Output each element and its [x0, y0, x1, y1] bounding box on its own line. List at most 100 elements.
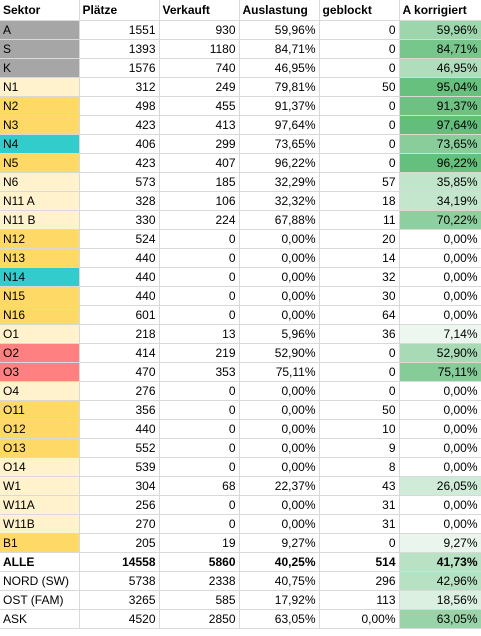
cell-plaetze[interactable]: 4520 — [79, 609, 160, 629]
cell-verkauft[interactable]: 0 — [159, 305, 240, 325]
cell-plaetze[interactable]: 14558 — [79, 552, 160, 572]
cell-sektor[interactable]: W11A — [0, 495, 80, 515]
cell-a-korrigiert[interactable]: 0,00% — [399, 457, 481, 477]
cell-plaetze[interactable]: 356 — [79, 400, 160, 420]
cell-sektor[interactable]: W1 — [0, 476, 80, 496]
cell-geblockt[interactable]: 0,00% — [319, 609, 400, 629]
cell-plaetze[interactable]: 406 — [79, 134, 160, 154]
cell-verkauft[interactable]: 249 — [159, 77, 240, 97]
cell-plaetze[interactable]: 552 — [79, 438, 160, 458]
cell-verkauft[interactable]: 13 — [159, 324, 240, 344]
cell-geblockt[interactable]: 0 — [319, 115, 400, 135]
cell-auslastung[interactable]: 91,37% — [239, 96, 320, 116]
cell-sektor[interactable]: N4 — [0, 134, 80, 154]
cell-plaetze[interactable]: 312 — [79, 77, 160, 97]
cell-sektor[interactable]: N6 — [0, 172, 80, 192]
cell-a-korrigiert[interactable]: 96,22% — [399, 153, 481, 173]
cell-sektor[interactable]: N2 — [0, 96, 80, 116]
cell-a-korrigiert[interactable]: 52,90% — [399, 343, 481, 363]
cell-verkauft[interactable]: 0 — [159, 419, 240, 439]
cell-verkauft[interactable]: 0 — [159, 457, 240, 477]
cell-a-korrigiert[interactable]: 35,85% — [399, 172, 481, 192]
header-cell-a-korrigiert[interactable]: A korrigiert — [399, 0, 481, 21]
cell-auslastung[interactable]: 0,00% — [239, 438, 320, 458]
cell-plaetze[interactable]: 539 — [79, 457, 160, 477]
cell-sektor[interactable]: O14 — [0, 457, 80, 477]
cell-geblockt[interactable]: 113 — [319, 590, 400, 610]
cell-verkauft[interactable]: 0 — [159, 438, 240, 458]
cell-plaetze[interactable]: 524 — [79, 229, 160, 249]
cell-auslastung[interactable]: 40,25% — [239, 552, 320, 572]
cell-auslastung[interactable]: 46,95% — [239, 58, 320, 78]
cell-a-korrigiert[interactable]: 0,00% — [399, 305, 481, 325]
cell-plaetze[interactable]: 440 — [79, 286, 160, 306]
cell-auslastung[interactable]: 0,00% — [239, 400, 320, 420]
cell-auslastung[interactable]: 0,00% — [239, 305, 320, 325]
cell-geblockt[interactable]: 514 — [319, 552, 400, 572]
cell-geblockt[interactable]: 0 — [319, 153, 400, 173]
cell-geblockt[interactable]: 50 — [319, 77, 400, 97]
cell-a-korrigiert[interactable]: 0,00% — [399, 267, 481, 287]
cell-verkauft[interactable]: 0 — [159, 514, 240, 534]
cell-geblockt[interactable]: 10 — [319, 419, 400, 439]
cell-geblockt[interactable]: 43 — [319, 476, 400, 496]
cell-plaetze[interactable]: 440 — [79, 267, 160, 287]
cell-a-korrigiert[interactable]: 41,73% — [399, 552, 481, 572]
cell-a-korrigiert[interactable]: 91,37% — [399, 96, 481, 116]
cell-verkauft[interactable]: 0 — [159, 495, 240, 515]
cell-verkauft[interactable]: 0 — [159, 248, 240, 268]
cell-a-korrigiert[interactable]: 63,05% — [399, 609, 481, 629]
cell-sektor[interactable]: O11 — [0, 400, 80, 420]
cell-geblockt[interactable]: 0 — [319, 381, 400, 401]
cell-a-korrigiert[interactable]: 0,00% — [399, 248, 481, 268]
cell-a-korrigiert[interactable]: 46,95% — [399, 58, 481, 78]
cell-auslastung[interactable]: 0,00% — [239, 381, 320, 401]
cell-geblockt[interactable]: 9 — [319, 438, 400, 458]
cell-sektor[interactable]: W11B — [0, 514, 80, 534]
cell-sektor[interactable]: N11 B — [0, 210, 80, 230]
cell-sektor[interactable]: N16 — [0, 305, 80, 325]
cell-verkauft[interactable]: 407 — [159, 153, 240, 173]
header-cell-sektor[interactable]: Sektor — [0, 0, 80, 21]
cell-plaetze[interactable]: 440 — [79, 419, 160, 439]
cell-a-korrigiert[interactable]: 0,00% — [399, 514, 481, 534]
cell-geblockt[interactable]: 0 — [319, 39, 400, 59]
cell-auslastung[interactable]: 0,00% — [239, 248, 320, 268]
cell-auslastung[interactable]: 84,71% — [239, 39, 320, 59]
cell-verkauft[interactable]: 585 — [159, 590, 240, 610]
cell-a-korrigiert[interactable]: 9,27% — [399, 533, 481, 553]
cell-verkauft[interactable]: 68 — [159, 476, 240, 496]
cell-geblockt[interactable]: 296 — [319, 571, 400, 591]
cell-auslastung[interactable]: 0,00% — [239, 457, 320, 477]
cell-sektor[interactable]: A — [0, 20, 80, 40]
cell-geblockt[interactable]: 8 — [319, 457, 400, 477]
cell-sektor[interactable]: N12 — [0, 229, 80, 249]
cell-auslastung[interactable]: 0,00% — [239, 495, 320, 515]
cell-sektor[interactable]: N5 — [0, 153, 80, 173]
cell-geblockt[interactable]: 18 — [319, 191, 400, 211]
cell-verkauft[interactable]: 0 — [159, 267, 240, 287]
cell-auslastung[interactable]: 59,96% — [239, 20, 320, 40]
cell-verkauft[interactable]: 185 — [159, 172, 240, 192]
cell-plaetze[interactable]: 440 — [79, 248, 160, 268]
cell-sektor[interactable]: NORD (SW) — [0, 571, 80, 591]
cell-sektor[interactable]: K — [0, 58, 80, 78]
cell-plaetze[interactable]: 328 — [79, 191, 160, 211]
cell-geblockt[interactable]: 31 — [319, 495, 400, 515]
cell-auslastung[interactable]: 75,11% — [239, 362, 320, 382]
cell-auslastung[interactable]: 32,32% — [239, 191, 320, 211]
header-cell-plaetze[interactable]: Plätze — [79, 0, 160, 21]
cell-a-korrigiert[interactable]: 0,00% — [399, 286, 481, 306]
cell-verkauft[interactable]: 740 — [159, 58, 240, 78]
cell-auslastung[interactable]: 0,00% — [239, 514, 320, 534]
cell-auslastung[interactable]: 0,00% — [239, 419, 320, 439]
cell-geblockt[interactable]: 0 — [319, 20, 400, 40]
cell-sektor[interactable]: O12 — [0, 419, 80, 439]
cell-a-korrigiert[interactable]: 95,04% — [399, 77, 481, 97]
cell-auslastung[interactable]: 17,92% — [239, 590, 320, 610]
header-cell-verkauft[interactable]: Verkauft — [159, 0, 240, 21]
cell-geblockt[interactable]: 64 — [319, 305, 400, 325]
cell-geblockt[interactable]: 50 — [319, 400, 400, 420]
cell-verkauft[interactable]: 413 — [159, 115, 240, 135]
cell-geblockt[interactable]: 0 — [319, 96, 400, 116]
